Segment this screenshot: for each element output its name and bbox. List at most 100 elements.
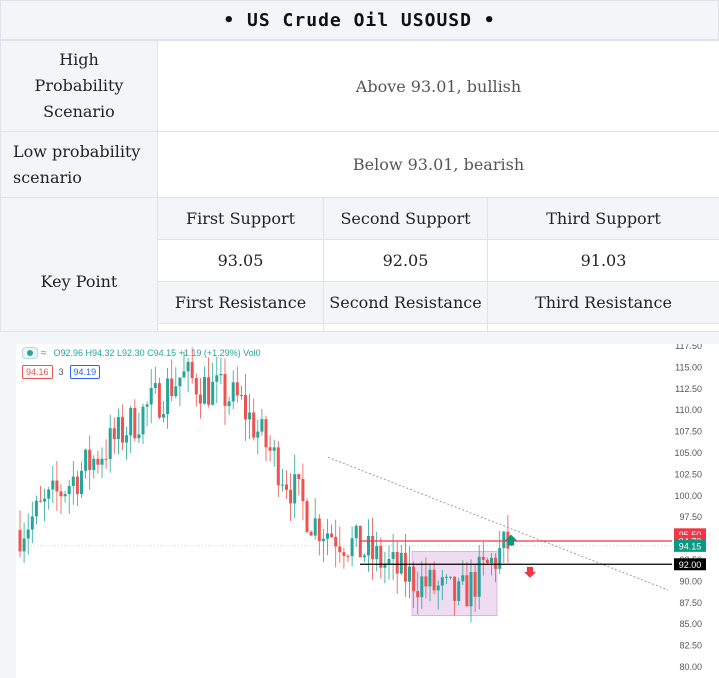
candle-body	[465, 575, 468, 606]
candle-body	[470, 572, 473, 606]
candle-body	[453, 577, 456, 601]
candle-body	[273, 447, 276, 450]
candle-body	[191, 362, 194, 378]
candle-body	[236, 382, 239, 395]
candle-body	[265, 419, 268, 447]
y-tick-label: 100.00	[674, 491, 702, 501]
y-tick-label: 102.50	[674, 469, 702, 479]
high-probability-value: Above 93.01, bullish	[158, 41, 719, 132]
candle-body	[211, 382, 214, 405]
candle-body	[109, 428, 112, 459]
candle-body	[429, 570, 432, 587]
candle-body	[105, 459, 108, 460]
candle-body	[445, 577, 448, 578]
candle-body	[351, 538, 354, 556]
candle-body	[326, 533, 329, 538]
bid-button[interactable]: 94.16	[22, 365, 53, 379]
candle-body	[342, 552, 345, 556]
candle-body	[281, 485, 284, 486]
candle-body	[96, 459, 99, 465]
candle-body	[146, 404, 149, 406]
y-tick-label: 82.50	[679, 641, 702, 651]
candle-body	[404, 553, 407, 582]
down-arrow-icon	[524, 567, 536, 578]
trendline	[328, 457, 668, 590]
candle-body	[461, 575, 464, 581]
candle-body	[388, 559, 391, 564]
candle-body	[396, 552, 399, 574]
candle-body	[47, 489, 50, 498]
y-tick-label: 97.50	[679, 512, 702, 522]
y-tick-label: 85.00	[679, 619, 702, 629]
candle-body	[318, 518, 321, 541]
ohlc-readout: ≈ O92.96 H94.32 L92.30 C94.15 +1.19 (+1.…	[22, 347, 261, 359]
third-support-header: Third Support	[488, 198, 719, 240]
candle-body	[92, 459, 95, 470]
candle-body	[60, 491, 63, 496]
candle-body	[244, 395, 247, 419]
second-resistance-header: Second Resistance	[324, 282, 488, 324]
bid-ask-panel: 94.16 3 94.19	[22, 365, 100, 379]
first-support-value: 93.05	[158, 240, 324, 282]
candle-body	[457, 581, 460, 601]
candle-body	[133, 408, 136, 438]
candle-body	[256, 432, 259, 438]
candle-body	[203, 377, 206, 404]
candle-body	[150, 388, 153, 404]
candle-body	[306, 501, 309, 532]
candle-body	[416, 591, 419, 597]
candle-body	[43, 499, 46, 502]
candle-body	[154, 383, 157, 388]
candle-body	[170, 378, 173, 396]
candle-body	[367, 536, 370, 555]
candle-body	[494, 558, 497, 569]
candlestick-chart: 117.50115.00112.50110.00107.50105.00102.…	[16, 344, 719, 678]
candle-body	[289, 490, 292, 504]
second-support-value: 92.05	[324, 240, 488, 282]
low-probability-label: Low probability scenario	[1, 132, 158, 198]
y-tick-label: 107.50	[674, 427, 702, 437]
high-probability-label: High Probability Scenario	[1, 41, 158, 132]
ask-button[interactable]: 94.19	[70, 365, 101, 379]
spread-value: 3	[59, 367, 64, 377]
candle-body	[330, 533, 333, 536]
y-tick-label: 117.50	[675, 344, 702, 351]
candle-body	[355, 526, 358, 538]
candle-body	[252, 412, 255, 437]
candle-body	[88, 450, 91, 470]
candle-body	[183, 371, 186, 377]
y-tick-label: 80.00	[679, 662, 702, 672]
candle-body	[478, 557, 481, 597]
candle-body	[178, 377, 181, 386]
page-title: • US Crude Oil USOUSD •	[0, 0, 719, 40]
candle-body	[482, 557, 485, 560]
candle-body	[51, 481, 54, 490]
candle-body	[314, 518, 317, 535]
candle-body	[310, 532, 313, 536]
candle-body	[72, 477, 75, 486]
candle-body	[55, 481, 58, 492]
candle-body	[219, 374, 222, 375]
candle-body	[248, 412, 251, 419]
candle-body	[433, 570, 436, 591]
candle-body	[68, 486, 71, 494]
candle-body	[27, 529, 30, 538]
candle-body	[277, 447, 280, 485]
candle-body	[80, 471, 83, 494]
candle-body	[158, 383, 161, 417]
price-label-text: 92.00	[679, 560, 702, 570]
candle-body	[19, 530, 22, 551]
candle-body	[187, 362, 190, 371]
third-resistance-header: Third Resistance	[488, 282, 719, 324]
candle-body	[64, 494, 67, 496]
candle-body	[338, 546, 341, 552]
visibility-toggle[interactable]	[22, 347, 38, 359]
candle-body	[232, 382, 235, 401]
candle-body	[474, 572, 477, 597]
candle-body	[23, 539, 26, 552]
candle-body	[449, 577, 452, 578]
candle-body	[35, 501, 38, 517]
price-label-text: 94.15	[679, 541, 702, 551]
